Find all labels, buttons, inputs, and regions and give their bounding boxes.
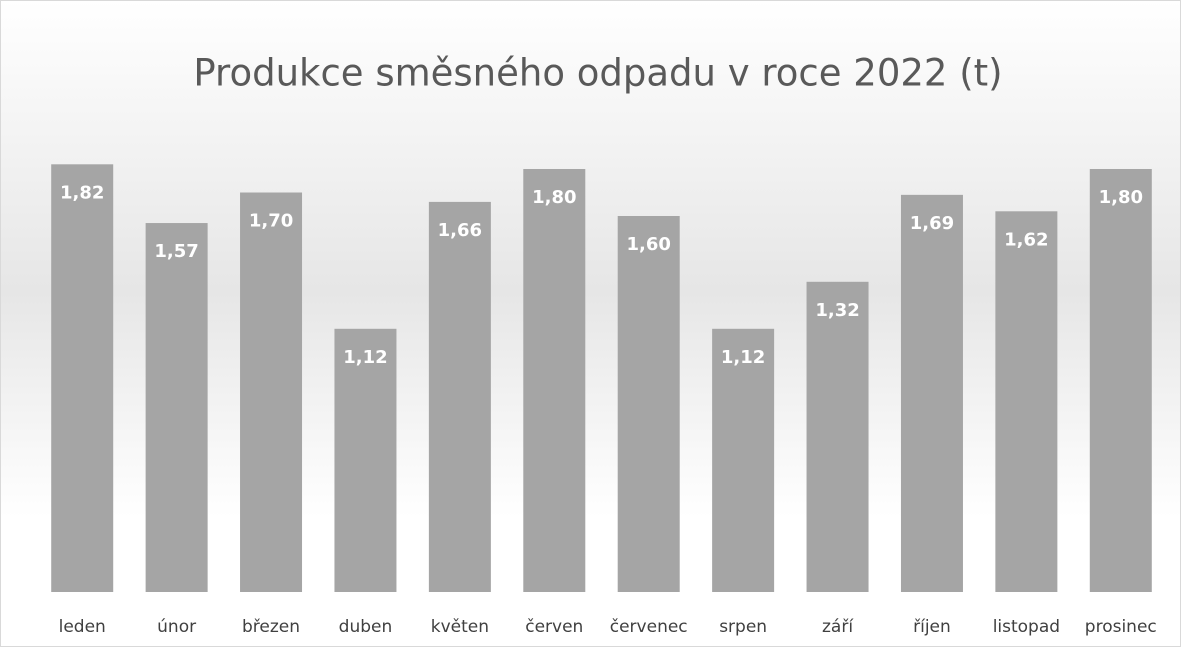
- x-tick-label: březen: [242, 617, 300, 637]
- chart-title: Produkce směsného odpadu v roce 2022 (t): [193, 52, 1002, 95]
- data-label: 1,62: [1004, 229, 1048, 250]
- x-tick-label: prosinec: [1085, 617, 1157, 637]
- data-label: 1,70: [249, 211, 293, 232]
- bar: [995, 211, 1058, 593]
- x-tick-label: leden: [59, 617, 106, 637]
- bar: [900, 194, 963, 592]
- bar: [145, 223, 208, 593]
- x-tick-label: červenec: [610, 617, 688, 637]
- bar: [1089, 169, 1152, 592]
- bar: [617, 216, 680, 592]
- data-label: 1,32: [815, 300, 859, 321]
- x-tick-label: duben: [339, 617, 393, 637]
- data-label: 1,66: [438, 220, 482, 241]
- x-tick-label: říjen: [913, 617, 951, 637]
- bar: [712, 328, 775, 592]
- bar: [334, 328, 397, 592]
- bar: [806, 281, 869, 592]
- x-tick-label: listopad: [993, 617, 1060, 637]
- bar: [523, 169, 586, 592]
- data-label: 1,60: [626, 234, 670, 255]
- data-label: 1,80: [532, 187, 576, 208]
- data-label: 1,12: [343, 347, 387, 368]
- x-tick-label: únor: [157, 617, 196, 637]
- bar: [240, 192, 303, 592]
- bar: [51, 164, 114, 593]
- data-label: 1,82: [60, 182, 104, 203]
- x-tick-label: červen: [525, 617, 583, 637]
- data-label: 1,80: [1099, 187, 1143, 208]
- bar: [428, 201, 491, 592]
- x-tick-label: září: [822, 617, 854, 637]
- data-label: 1,12: [721, 347, 765, 368]
- x-tick-label: srpen: [719, 617, 767, 637]
- x-tick-label: květen: [431, 617, 489, 637]
- data-label: 1,57: [154, 241, 198, 262]
- data-label: 1,69: [910, 213, 954, 234]
